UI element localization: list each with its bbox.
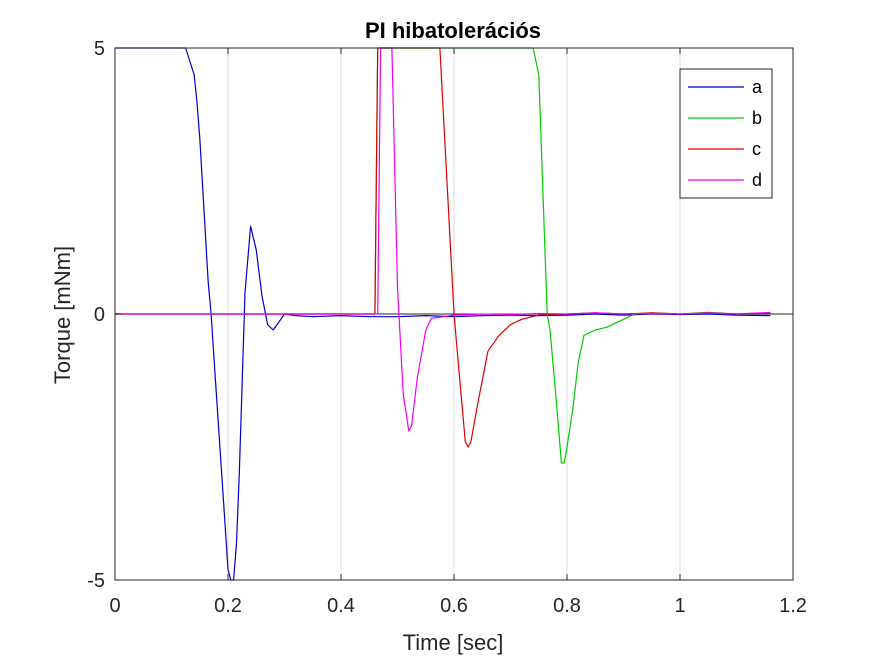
series-line-d [115,47,771,432]
legend-box [679,68,773,199]
x-tick-label: 0.4 [327,595,355,617]
chart-title: PI hibatolerációs [365,18,541,43]
legend-label-d: d [752,170,762,190]
x-tick-label: 0.8 [553,595,581,617]
axis-ticks: 0 0.2 0.4 0.6 0.8 1 1.2-505 [87,38,807,617]
x-tick-label: 1.2 [779,595,807,617]
x-tick-label: 0 [109,595,120,617]
legend-label-b: b [752,108,762,128]
x-tick-label: 0.6 [440,595,468,617]
x-tick-label: 1 [674,595,685,617]
y-tick-label: 5 [94,38,105,60]
series-line-a [115,47,771,581]
series-lines [115,47,771,581]
x-axis-title: Time [sec] [403,630,504,655]
x-tick-label: 0.2 [214,595,242,617]
y-axis-title: Torque [mNm] [50,246,75,384]
y-tick-label: 0 [94,304,105,326]
legend-label-a: a [752,77,763,97]
y-tick-label: -5 [87,570,105,592]
legend-label-c: c [752,139,761,159]
